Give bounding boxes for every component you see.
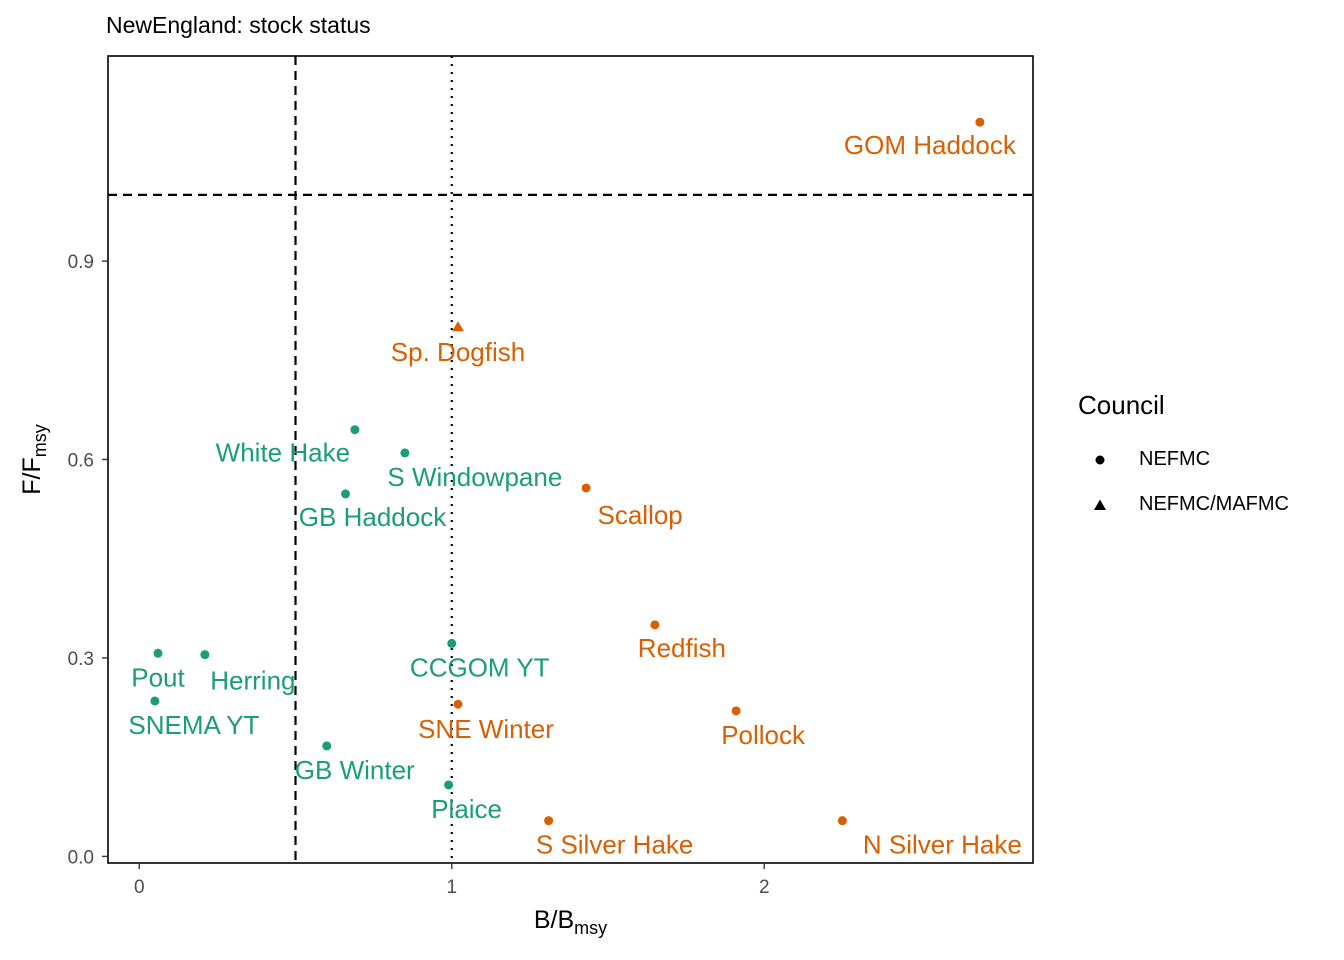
point-ccgom-yt [447,638,457,648]
point-label-white-hake: White Hake [216,438,350,468]
point-scallop [581,483,591,493]
point-n-silver-hake [837,816,847,826]
y-axis-title-main: F/F [18,457,46,495]
point-label-pollock: Pollock [721,720,806,750]
point-label-gb-haddock: GB Haddock [299,502,447,532]
point-label-gom-haddock: GOM Haddock [844,130,1017,160]
point-label-redfish: Redfish [638,633,726,663]
legend-label-nefmc: NEFMC [1139,448,1211,470]
y-tick-label-2: 0.6 [68,451,94,472]
point-gb-haddock [341,489,350,499]
legend-label-nefmc-mafmc: NEFMC/MAFMC [1139,493,1289,515]
chart-title: NewEngland: stock status [106,12,371,38]
x-axis-title-main: B/B [534,906,574,934]
point-white-hake [350,425,360,435]
point-sp-dogfish [452,321,464,332]
legend-item-nefmc: NEFMC [1078,445,1328,475]
point-label-s-windowpane: S Windowpane [387,462,562,492]
point-herring [200,650,210,660]
point-label-n-silver-hake: N Silver Hake [863,830,1022,860]
point-label-plaice: Plaice [431,794,502,824]
point-label-sp-dogfish: Sp. Dogfish [391,337,525,367]
y-tick-label-3: 0.9 [68,252,94,273]
y-tick-label-1: 0.3 [68,649,94,670]
legend-item-nefmc-mafmc: NEFMC/MAFMC [1078,490,1328,520]
y-tick-label-0: 0.0 [68,847,94,868]
point-label-gb-winter: GB Winter [295,755,415,785]
y-axis-title: F/Fmsy [18,424,50,495]
legend-title: Council [1078,390,1165,420]
point-label-pout: Pout [131,662,185,692]
x-tick-label-1: 1 [446,877,457,898]
point-redfish [650,620,660,630]
x-tick-label-2: 2 [759,877,770,898]
point-label-scallop: Scallop [597,500,682,530]
point-snema-yt [150,696,160,706]
point-label-sne-winter: SNE Winter [418,714,554,744]
point-pout [153,648,163,658]
point-sne-winter [453,699,463,709]
point-pollock [731,706,741,716]
y-axis-title-sub: msy [30,424,50,457]
point-label-s-silver-hake: S Silver Hake [536,830,694,860]
x-axis-title-sub: msy [574,918,607,938]
point-gom-haddock [975,117,985,127]
circle-icon [1095,455,1105,465]
point-s-windowpane [400,448,410,458]
point-label-herring: Herring [210,666,295,696]
triangle-icon [1094,499,1106,510]
legend: Council NEFMC NEFMC/MAFMC [1078,390,1328,530]
point-plaice [444,780,454,790]
point-s-silver-hake [544,816,554,826]
point-label-snema-yt: SNEMA YT [128,710,259,740]
point-label-ccgom-yt: CCGOM YT [410,652,550,682]
x-axis-title: B/Bmsy [534,906,607,938]
point-gb-winter [322,741,332,751]
x-tick-label-0: 0 [134,877,145,898]
